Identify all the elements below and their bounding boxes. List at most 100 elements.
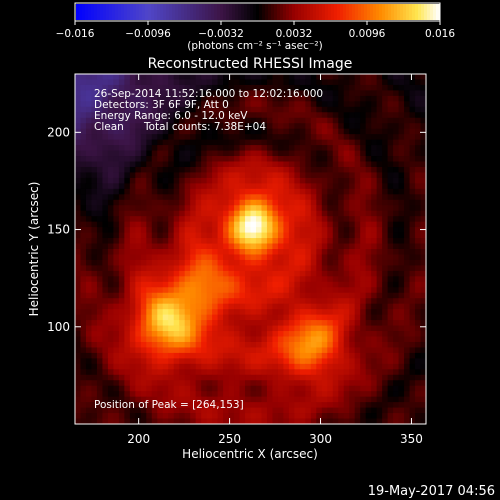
heatmap-cell [349, 79, 356, 86]
heatmap-cell [91, 188, 98, 195]
heatmap-cell [234, 325, 240, 332]
heatmap-cell [327, 134, 334, 141]
heatmap-cell [327, 314, 334, 321]
heatmap-cell [217, 363, 224, 370]
heatmap-cell [261, 281, 268, 288]
heatmap-cell [327, 303, 334, 310]
heatmap-cell [151, 254, 158, 261]
heatmap-cell [107, 363, 114, 370]
heatmap-cell [212, 243, 218, 250]
heatmap-cell [365, 95, 372, 102]
colorbar-cell [109, 4, 113, 20]
colorbar-cell [217, 4, 221, 20]
heatmap-cell [272, 161, 279, 168]
heatmap-cell [118, 106, 125, 113]
heatmap-cell [118, 128, 125, 135]
heatmap-cell [80, 150, 87, 157]
heatmap-cell [255, 363, 262, 370]
heatmap-cell [96, 90, 103, 97]
heatmap-cell [223, 210, 229, 217]
heatmap-cell [135, 309, 142, 316]
heatmap-cell [338, 150, 345, 157]
heatmap-cell [288, 336, 295, 343]
heatmap-cell [151, 369, 158, 376]
heatmap-cell [272, 90, 279, 97]
heatmap-cell [107, 238, 114, 244]
heatmap-cell [420, 238, 427, 244]
heatmap-cell [360, 188, 367, 195]
heatmap-cell [102, 188, 109, 195]
heatmap-cell [124, 79, 131, 86]
heatmap-cell [157, 341, 164, 348]
heatmap-cell [85, 413, 92, 419]
heatmap-cell [234, 106, 240, 113]
heatmap-cell [179, 407, 186, 414]
heatmap-cell [382, 90, 389, 97]
heatmap-cell [305, 249, 312, 255]
heatmap-cell [239, 79, 246, 86]
heatmap-cell [305, 391, 312, 398]
heatmap-cell [299, 227, 306, 233]
heatmap-cell [184, 347, 191, 354]
heatmap-cell [321, 106, 328, 113]
heatmap-cell [332, 298, 339, 305]
heatmap-cell [102, 227, 109, 233]
heatmap-cell [272, 172, 279, 179]
heatmap-cell [107, 352, 114, 359]
heatmap-cell [272, 309, 279, 316]
heatmap-cell [179, 309, 186, 316]
heatmap-cell [190, 276, 197, 283]
heatmap-cell [173, 134, 180, 141]
heatmap-cell [217, 418, 224, 425]
heatmap-cell [217, 134, 224, 141]
heatmap-cell [338, 309, 345, 316]
heatmap-cell [393, 84, 399, 91]
colorbar-cell [262, 4, 266, 20]
heatmap-cell [321, 413, 328, 419]
heatmap-cell [75, 341, 81, 348]
heatmap-cell [212, 413, 218, 419]
heatmap-cell [376, 292, 383, 299]
heatmap-cell [140, 287, 147, 294]
heatmap-cell [179, 418, 186, 425]
chart-title: Reconstructed RHESSI Image [148, 56, 353, 72]
heatmap-cell [228, 117, 235, 124]
heatmap-cell [354, 205, 361, 212]
heatmap-cell [168, 172, 175, 179]
heatmap-cell [409, 117, 416, 124]
heatmap-cell [420, 281, 427, 288]
heatmap-cell [387, 95, 394, 102]
heatmap-cell [277, 221, 284, 228]
heatmap-cell [157, 156, 164, 162]
heatmap-cell [157, 90, 164, 97]
heatmap-cell [173, 402, 180, 408]
heatmap-cell [310, 254, 317, 261]
heatmap-cell [135, 303, 142, 310]
heatmap-cell [206, 227, 213, 233]
heatmap-cell [239, 352, 246, 359]
heatmap-cell [349, 396, 356, 403]
heatmap-cell [118, 210, 125, 217]
heatmap-cell [288, 320, 295, 326]
heatmap-cell [299, 112, 306, 119]
heatmap-cell [349, 106, 356, 113]
heatmap-cell [371, 139, 378, 146]
heatmap-cell [173, 156, 180, 162]
heatmap-cell [398, 166, 405, 173]
heatmap-cell [420, 396, 427, 403]
heatmap-cell [415, 276, 421, 283]
heatmap-cell [179, 325, 186, 332]
heatmap-cell [250, 320, 257, 326]
heatmap-cell [393, 243, 399, 250]
heatmap-cell [277, 380, 284, 387]
heatmap-cell [387, 79, 394, 86]
heatmap-cell [223, 95, 229, 102]
heatmap-cell [272, 150, 279, 157]
heatmap-cell [283, 325, 290, 332]
heatmap-cell [387, 380, 394, 387]
heatmap-cell [321, 79, 328, 86]
heatmap-cell [124, 402, 131, 408]
heatmap-cell [305, 123, 312, 130]
heatmap-cell [305, 79, 312, 86]
heatmap-cell [321, 156, 328, 162]
